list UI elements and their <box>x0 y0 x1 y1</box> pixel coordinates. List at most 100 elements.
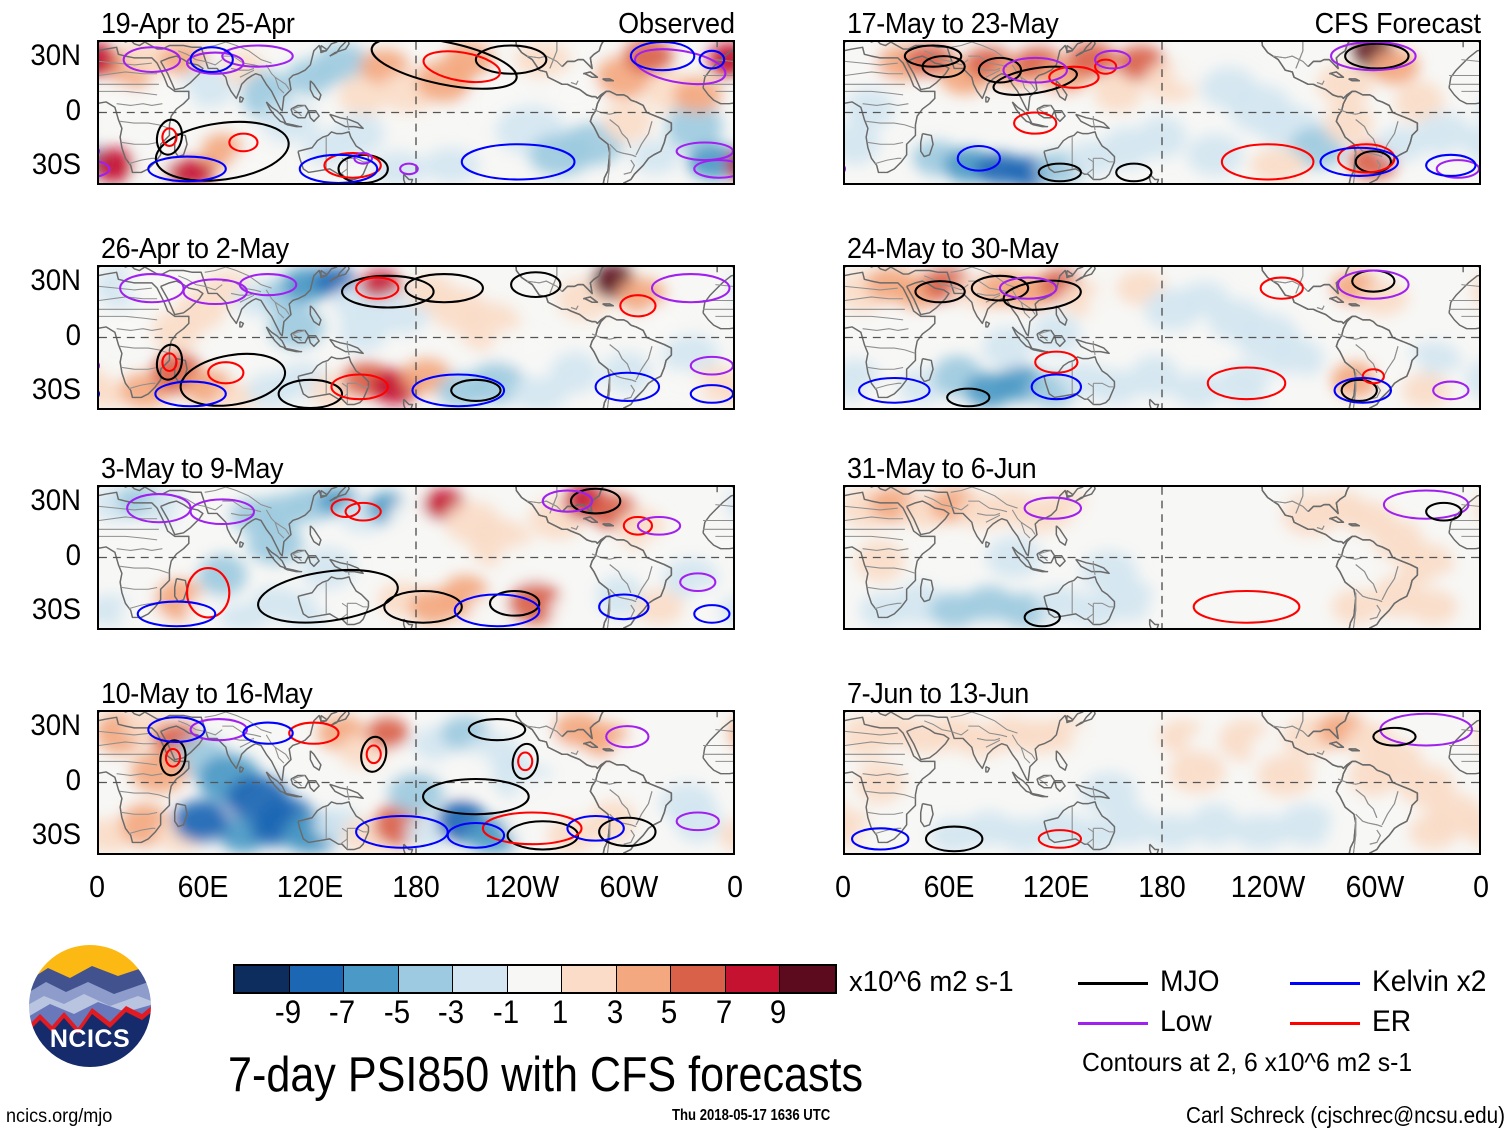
x-tick <box>1269 853 1272 855</box>
x-tick <box>701 628 703 630</box>
y-tick <box>97 114 99 117</box>
x-tick <box>488 265 490 267</box>
x-tick <box>204 40 207 42</box>
y-tick <box>97 132 99 134</box>
x-tick <box>382 265 384 267</box>
y-tick <box>1479 41 1481 43</box>
x-tick <box>986 628 988 630</box>
y-tick <box>733 595 735 597</box>
y-tick <box>1479 577 1481 579</box>
x-tick <box>1057 710 1060 712</box>
x-tick <box>630 40 633 42</box>
y-tick <box>733 540 735 542</box>
x-tick <box>844 183 847 185</box>
y-tick <box>733 59 735 62</box>
x-tick <box>1021 265 1023 267</box>
x-tick <box>169 265 171 267</box>
x-tick <box>452 853 454 855</box>
colorbar-segment <box>671 966 726 992</box>
x-tick <box>1021 40 1023 42</box>
y-tick <box>733 747 735 749</box>
x-tick <box>1269 485 1272 487</box>
y-tick <box>1479 59 1481 62</box>
y-tick <box>733 613 735 616</box>
y-tick <box>843 838 845 841</box>
x-axis-label: 180 <box>1138 869 1186 904</box>
x-tick <box>169 485 171 487</box>
colorbar-segment <box>453 966 508 992</box>
x-tick <box>382 40 384 42</box>
x-tick <box>523 183 526 185</box>
y-tick <box>843 820 845 822</box>
y-tick <box>843 802 845 804</box>
x-tick <box>915 183 917 185</box>
x-tick <box>1269 40 1272 42</box>
x-axis-label: 0 <box>1473 869 1489 904</box>
site-url[interactable]: ncics.org/mjo <box>6 1106 113 1127</box>
y-tick <box>1479 357 1481 359</box>
y-tick <box>1479 838 1481 841</box>
y-axis-label: 0 <box>65 763 81 797</box>
legend-label: ER <box>1372 1005 1412 1038</box>
x-tick <box>488 485 490 487</box>
y-tick <box>1479 339 1481 342</box>
x-tick <box>1128 265 1130 267</box>
x-tick <box>701 853 703 855</box>
x-tick <box>1057 183 1060 185</box>
x-tick <box>1234 485 1236 487</box>
y-tick <box>733 820 735 822</box>
y-tick <box>843 559 845 562</box>
x-tick <box>665 408 667 410</box>
x-axis-label: 60E <box>923 869 975 904</box>
x-tick <box>169 183 171 185</box>
x-tick <box>986 853 988 855</box>
x-tick <box>665 485 667 487</box>
ncics-logo: NCICS <box>26 942 154 1070</box>
y-tick <box>1479 95 1481 97</box>
x-tick <box>1340 710 1342 712</box>
y-tick <box>97 375 99 377</box>
x-tick <box>311 40 314 42</box>
x-tick <box>1234 265 1236 267</box>
x-tick <box>915 853 917 855</box>
x-tick <box>1376 628 1379 630</box>
timestamp: Thu 2018-05-17 1636 UTC <box>672 1107 831 1124</box>
x-tick <box>1198 710 1200 712</box>
x-tick <box>1021 485 1023 487</box>
y-tick <box>1479 595 1481 597</box>
y-tick <box>843 504 845 507</box>
x-axis-label: 60W <box>599 869 658 904</box>
y-tick <box>843 747 845 749</box>
x-tick <box>1128 485 1130 487</box>
x-tick <box>240 40 242 42</box>
x-tick <box>1447 485 1449 487</box>
y-tick <box>97 540 99 542</box>
x-tick <box>915 265 917 267</box>
x-tick <box>630 408 633 410</box>
x-tick <box>169 628 171 630</box>
x-tick <box>311 853 314 855</box>
x-tick <box>382 628 384 630</box>
x-tick <box>1128 853 1130 855</box>
x-tick <box>1198 265 1200 267</box>
y-tick <box>1479 522 1481 524</box>
x-tick <box>559 40 561 42</box>
x-tick <box>275 710 277 712</box>
x-tick <box>1340 408 1342 410</box>
y-tick <box>733 320 735 322</box>
x-tick <box>1376 853 1379 855</box>
x-tick <box>1163 485 1166 487</box>
y-axis-label: 30N <box>30 709 81 743</box>
y-tick <box>843 95 845 97</box>
x-tick <box>1021 628 1023 630</box>
x-tick <box>98 408 101 410</box>
y-tick <box>733 486 735 488</box>
x-tick <box>240 485 242 487</box>
y-tick <box>843 540 845 542</box>
x-tick <box>523 628 526 630</box>
x-tick <box>1305 710 1307 712</box>
colorbar-segment <box>616 966 672 992</box>
x-tick <box>1447 265 1449 267</box>
x-tick <box>1376 408 1379 410</box>
x-tick <box>275 408 277 410</box>
